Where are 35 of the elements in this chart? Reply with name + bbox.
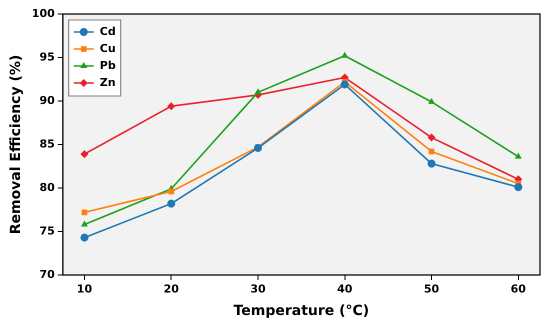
y-tick-label: 80	[39, 180, 56, 194]
y-axis-title: Removal Efficiency (%)	[8, 54, 24, 234]
x-tick-label: 20	[164, 282, 180, 296]
y-tick-label: 85	[39, 137, 55, 150]
x-tick-label: 50	[424, 282, 440, 296]
legend-label: Pb	[100, 58, 116, 72]
y-tick-label: 75	[39, 224, 55, 238]
point	[167, 102, 176, 110]
x-axis-title: Temperature (°C)	[234, 303, 370, 320]
point	[167, 200, 176, 208]
point	[428, 134, 436, 142]
x-tick-label: 10	[76, 282, 92, 296]
point	[514, 152, 522, 159]
point	[80, 220, 88, 227]
y-tick-label: 95	[39, 50, 55, 64]
point	[168, 188, 174, 194]
point	[82, 210, 88, 216]
x-tick-label: 60	[510, 282, 526, 296]
point	[341, 52, 348, 58]
point	[80, 234, 88, 242]
point	[340, 80, 349, 88]
x-tick-label: 40	[337, 282, 353, 296]
point	[428, 98, 435, 104]
legend-label: Cu	[100, 42, 116, 55]
legend-label: Cd	[100, 24, 116, 38]
point	[254, 88, 262, 94]
y-tick-label: 100	[32, 6, 56, 20]
legend-label: Zn	[100, 76, 116, 89]
point	[514, 183, 522, 192]
x-tick-label: 30	[250, 282, 266, 296]
point	[80, 150, 88, 158]
point	[428, 160, 436, 168]
y-tick-label: 70	[39, 268, 56, 281]
y-tick-label: 90	[39, 94, 56, 107]
point	[428, 148, 434, 154]
